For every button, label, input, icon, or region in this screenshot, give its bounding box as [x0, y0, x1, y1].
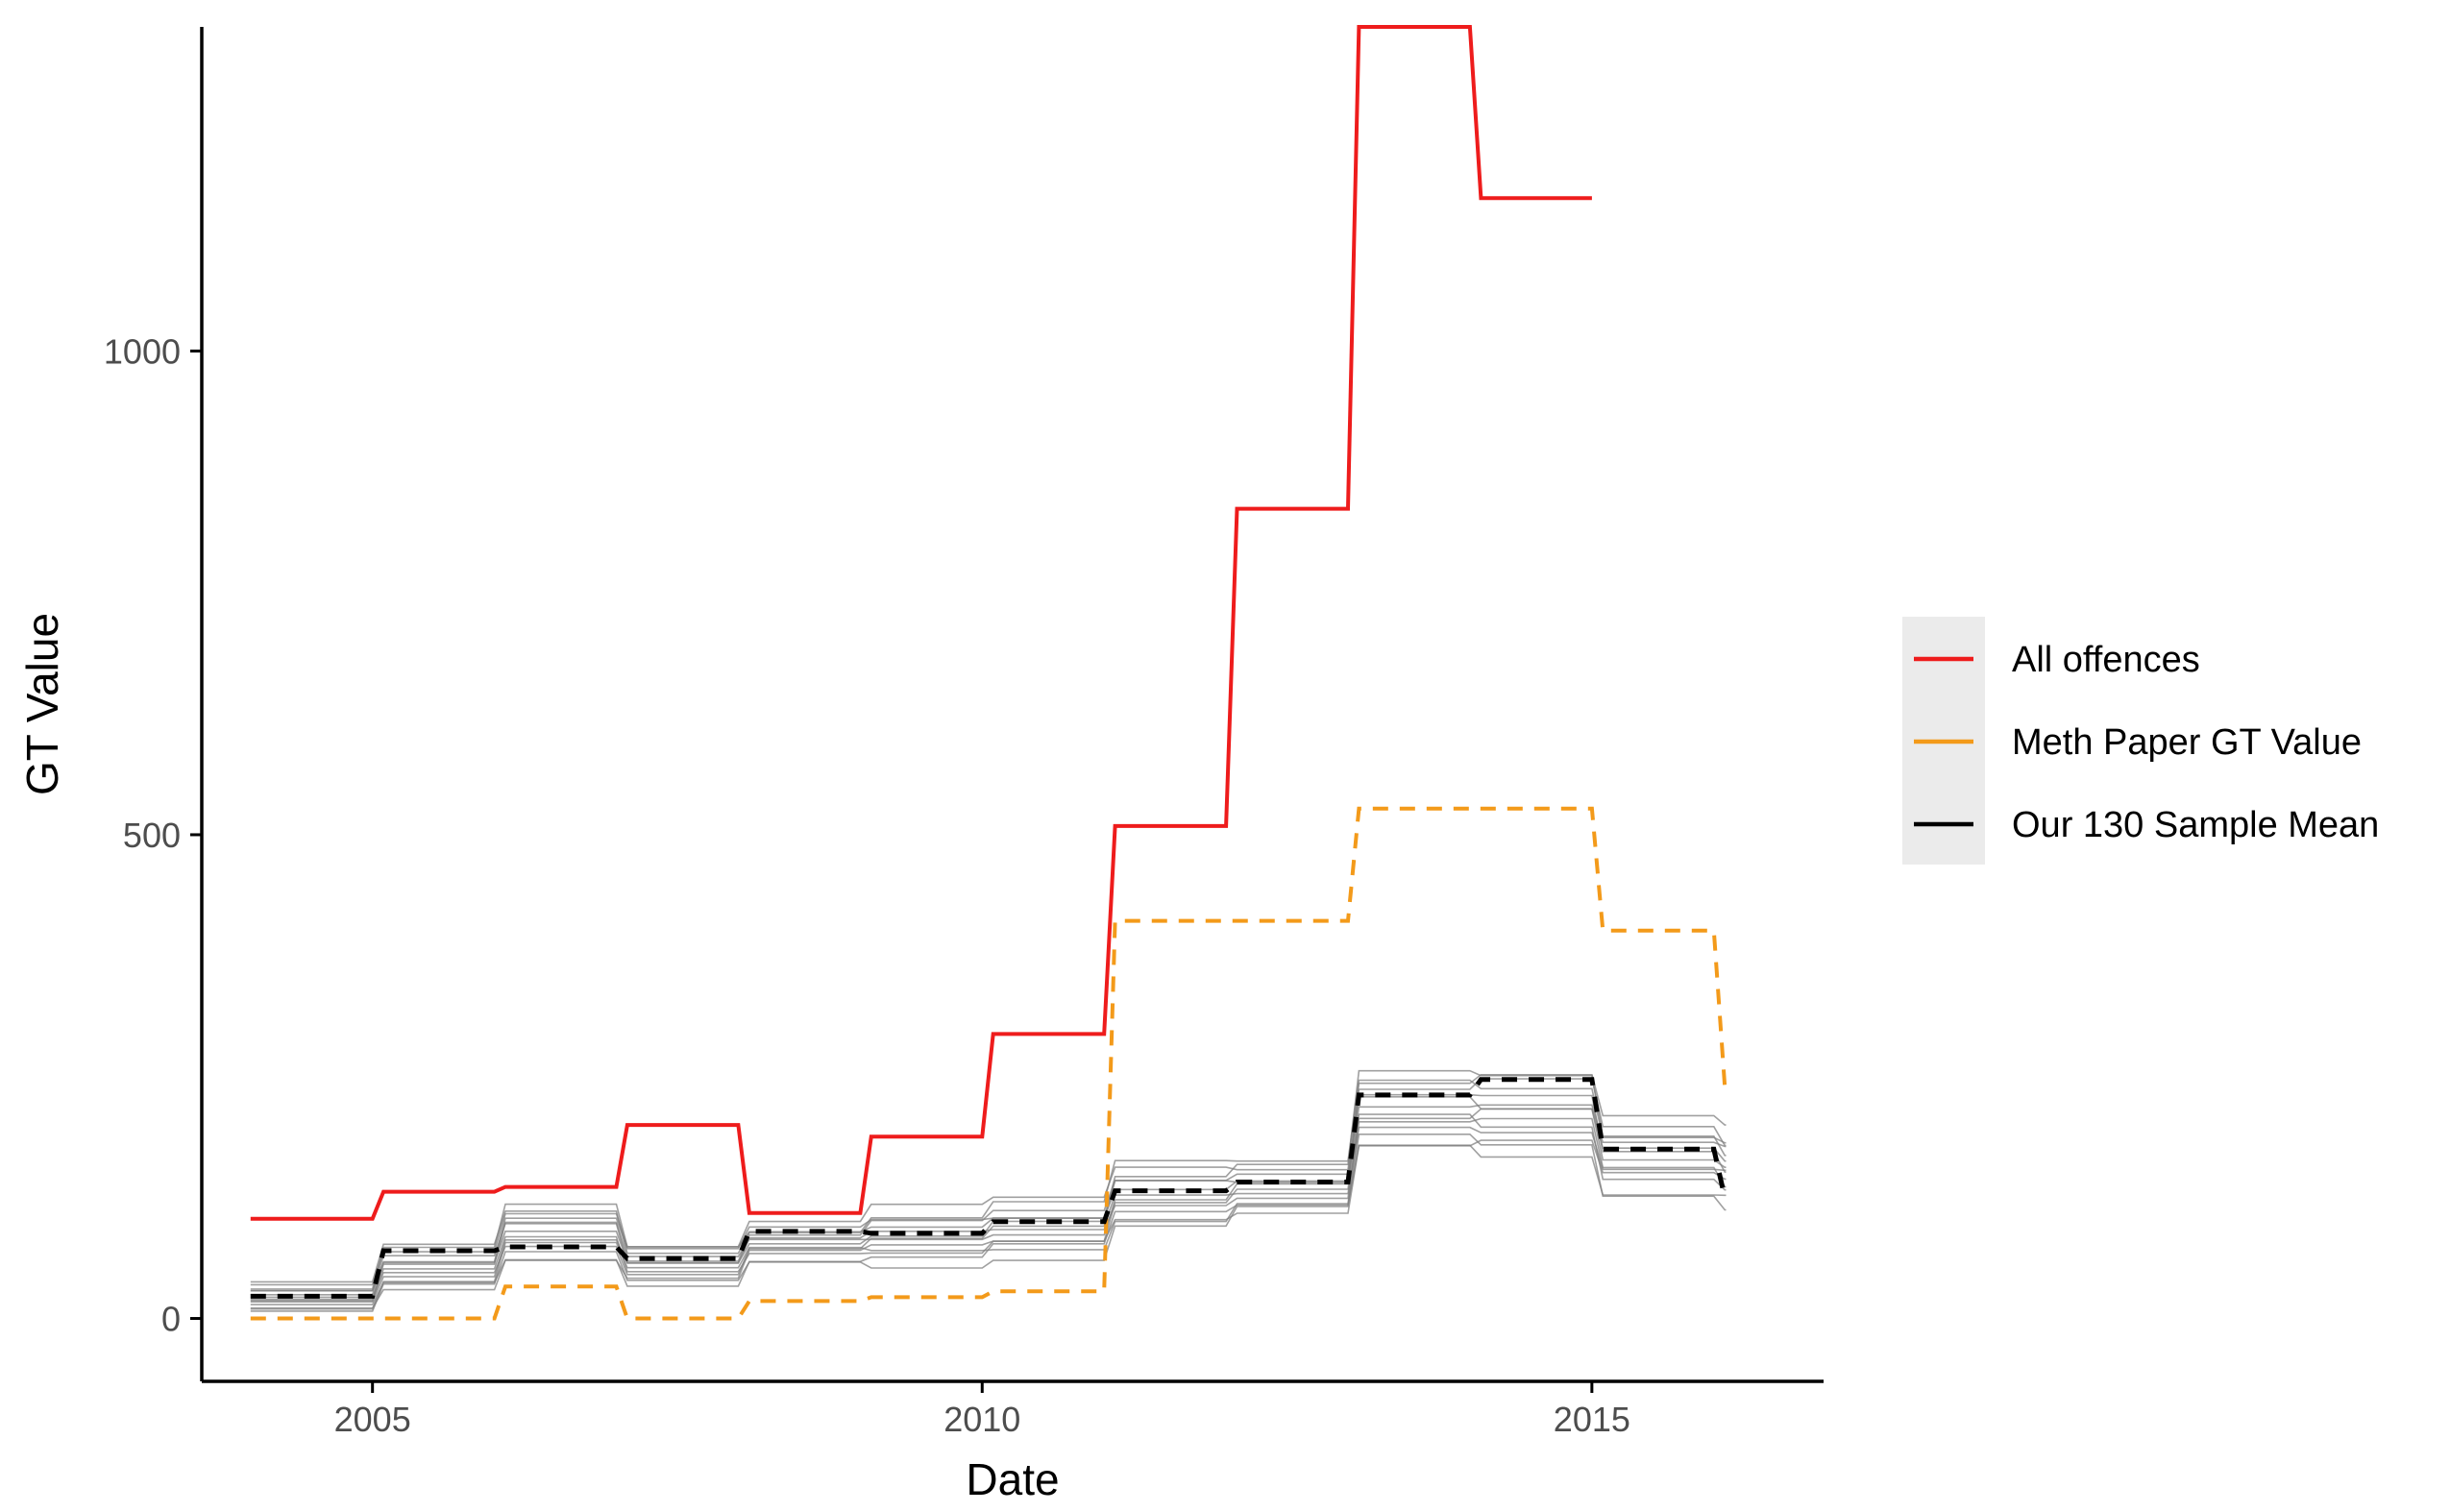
sample-line — [250, 1117, 1727, 1310]
y-tick-label: 500 — [123, 816, 181, 855]
y-tick-label: 0 — [161, 1300, 181, 1339]
sample-line — [250, 1126, 1727, 1299]
sample-line — [250, 1069, 1727, 1290]
sample-line — [250, 1079, 1727, 1283]
y-axis-ticks: 0 500 1000 — [104, 331, 202, 1339]
series-line-1 — [250, 25, 1592, 1221]
x-tick-label: 2005 — [334, 1400, 411, 1439]
sample-line — [250, 1134, 1727, 1312]
sample-line — [250, 1074, 1727, 1286]
axes — [200, 27, 1824, 1383]
y-axis-title: GT Value — [17, 613, 67, 795]
legend-label-3: Our 130 Sample Mean — [2012, 805, 2379, 845]
x-axis-title: Date — [966, 1454, 1059, 1504]
sample-line — [250, 1078, 1727, 1296]
sample-line — [250, 1113, 1727, 1302]
series-lines — [250, 25, 1727, 1321]
sample-line — [250, 1144, 1727, 1305]
sample-line — [250, 1104, 1727, 1292]
series-line-3 — [250, 1077, 1727, 1299]
x-tick-label: 2015 — [1554, 1400, 1630, 1439]
x-tick-label: 2010 — [943, 1400, 1020, 1439]
x-axis-ticks: 2005 2010 2015 — [334, 1381, 1630, 1439]
sample-line — [250, 1093, 1727, 1301]
legend: All offences Meth Paper GT Value Our 130 S… — [1902, 617, 2379, 865]
y-tick-label: 1000 — [104, 331, 181, 371]
legend-label-2: Meth Paper GT Value — [2012, 722, 2362, 763]
legend-label-1: All offences — [2012, 640, 2200, 680]
series-line-2 — [250, 806, 1727, 1321]
